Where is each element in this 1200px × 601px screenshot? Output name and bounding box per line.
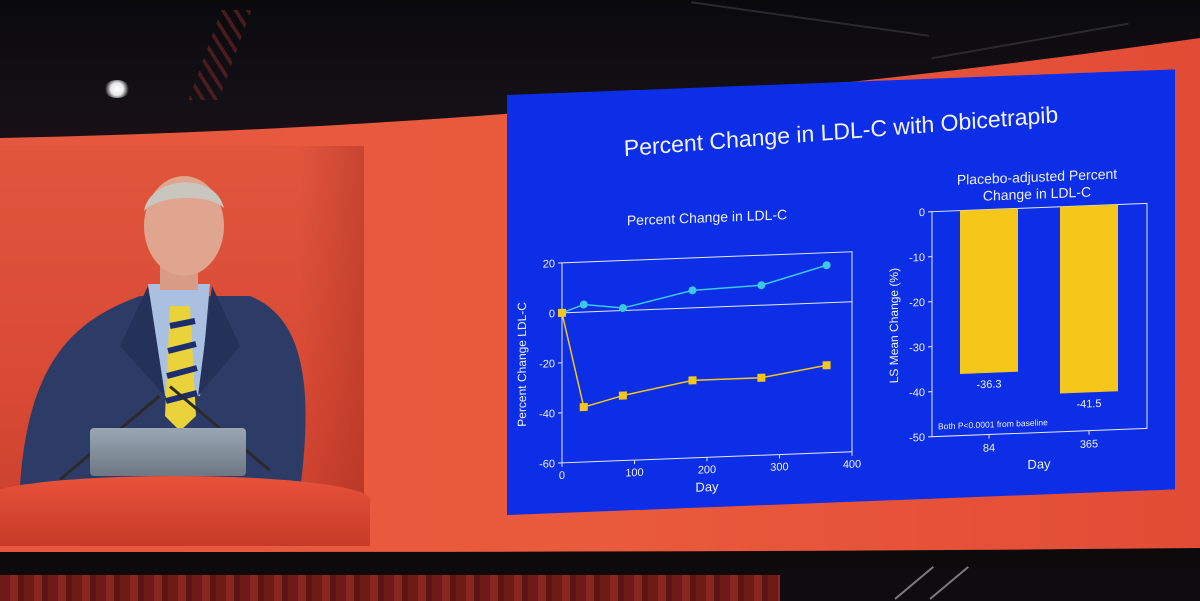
video-shade [300, 146, 364, 538]
bar-data-label: -41.5 [1076, 398, 1101, 411]
data-point [688, 286, 697, 295]
y-tick-label: -40 [909, 387, 925, 400]
y-axis-label: LS Mean Change (%) [887, 268, 901, 384]
plot-frame [561, 251, 853, 464]
bar [960, 208, 1018, 374]
x-tick-label: 300 [770, 461, 788, 474]
y-tick-label: -30 [909, 342, 925, 355]
x-tick-label: 200 [698, 464, 716, 477]
x-tick-label: 400 [843, 458, 861, 471]
y-tick-label: -10 [909, 252, 925, 265]
data-point [618, 304, 627, 313]
slide-title: Percent Change in LDL-C with Obicetrapib [623, 101, 1059, 162]
x-axis-label: Day [695, 479, 719, 495]
y-tick-label: -20 [909, 297, 925, 310]
data-point [822, 261, 831, 270]
stage-curtain [0, 575, 780, 601]
y-tick-label: 20 [543, 258, 555, 270]
stage-light [104, 80, 130, 98]
plot-frame [931, 202, 1148, 438]
y-tick-label: -50 [909, 432, 925, 445]
y-tick-label: -40 [539, 408, 555, 421]
data-point [757, 281, 766, 290]
y-tick-label: 0 [549, 308, 555, 320]
zero-line [562, 301, 852, 314]
x-tick-label: 84 [983, 442, 995, 454]
data-point [618, 391, 627, 400]
data-point [688, 376, 697, 385]
presenter-video-panel [0, 146, 364, 538]
bar-chart-title-line1: Placebo-adjusted Percent [956, 165, 1118, 188]
chart-annotation: Both P<0.0001 from baseline [938, 417, 1048, 431]
stage-floor [780, 568, 1200, 601]
data-point [558, 308, 566, 318]
data-point [579, 300, 588, 309]
series-line [561, 312, 827, 408]
x-tick-label: 100 [625, 467, 643, 480]
bar [1060, 204, 1118, 394]
data-point [579, 402, 588, 412]
data-point [822, 361, 831, 370]
laptop [90, 428, 246, 476]
y-tick-label: 0 [919, 207, 925, 219]
data-point [757, 373, 766, 382]
presentation-slide: Percent Change in LDL-C with Obicetrapib… [507, 69, 1175, 516]
bar-chart: 0 -10 -20 -30 -40 -50 -36.3 84 -41.5 365 Both P<0.… [887, 202, 1148, 472]
bar-data-label: -36.3 [976, 378, 1001, 391]
y-axis-label: Percent Change LDL-C [515, 301, 529, 427]
x-tick-label: 0 [559, 470, 565, 482]
x-tick-label: 365 [1080, 438, 1098, 451]
y-tick-label: -60 [539, 458, 555, 471]
y-tick-label: -20 [539, 358, 555, 371]
podium [0, 476, 370, 546]
x-axis-label: Day [1027, 456, 1051, 472]
